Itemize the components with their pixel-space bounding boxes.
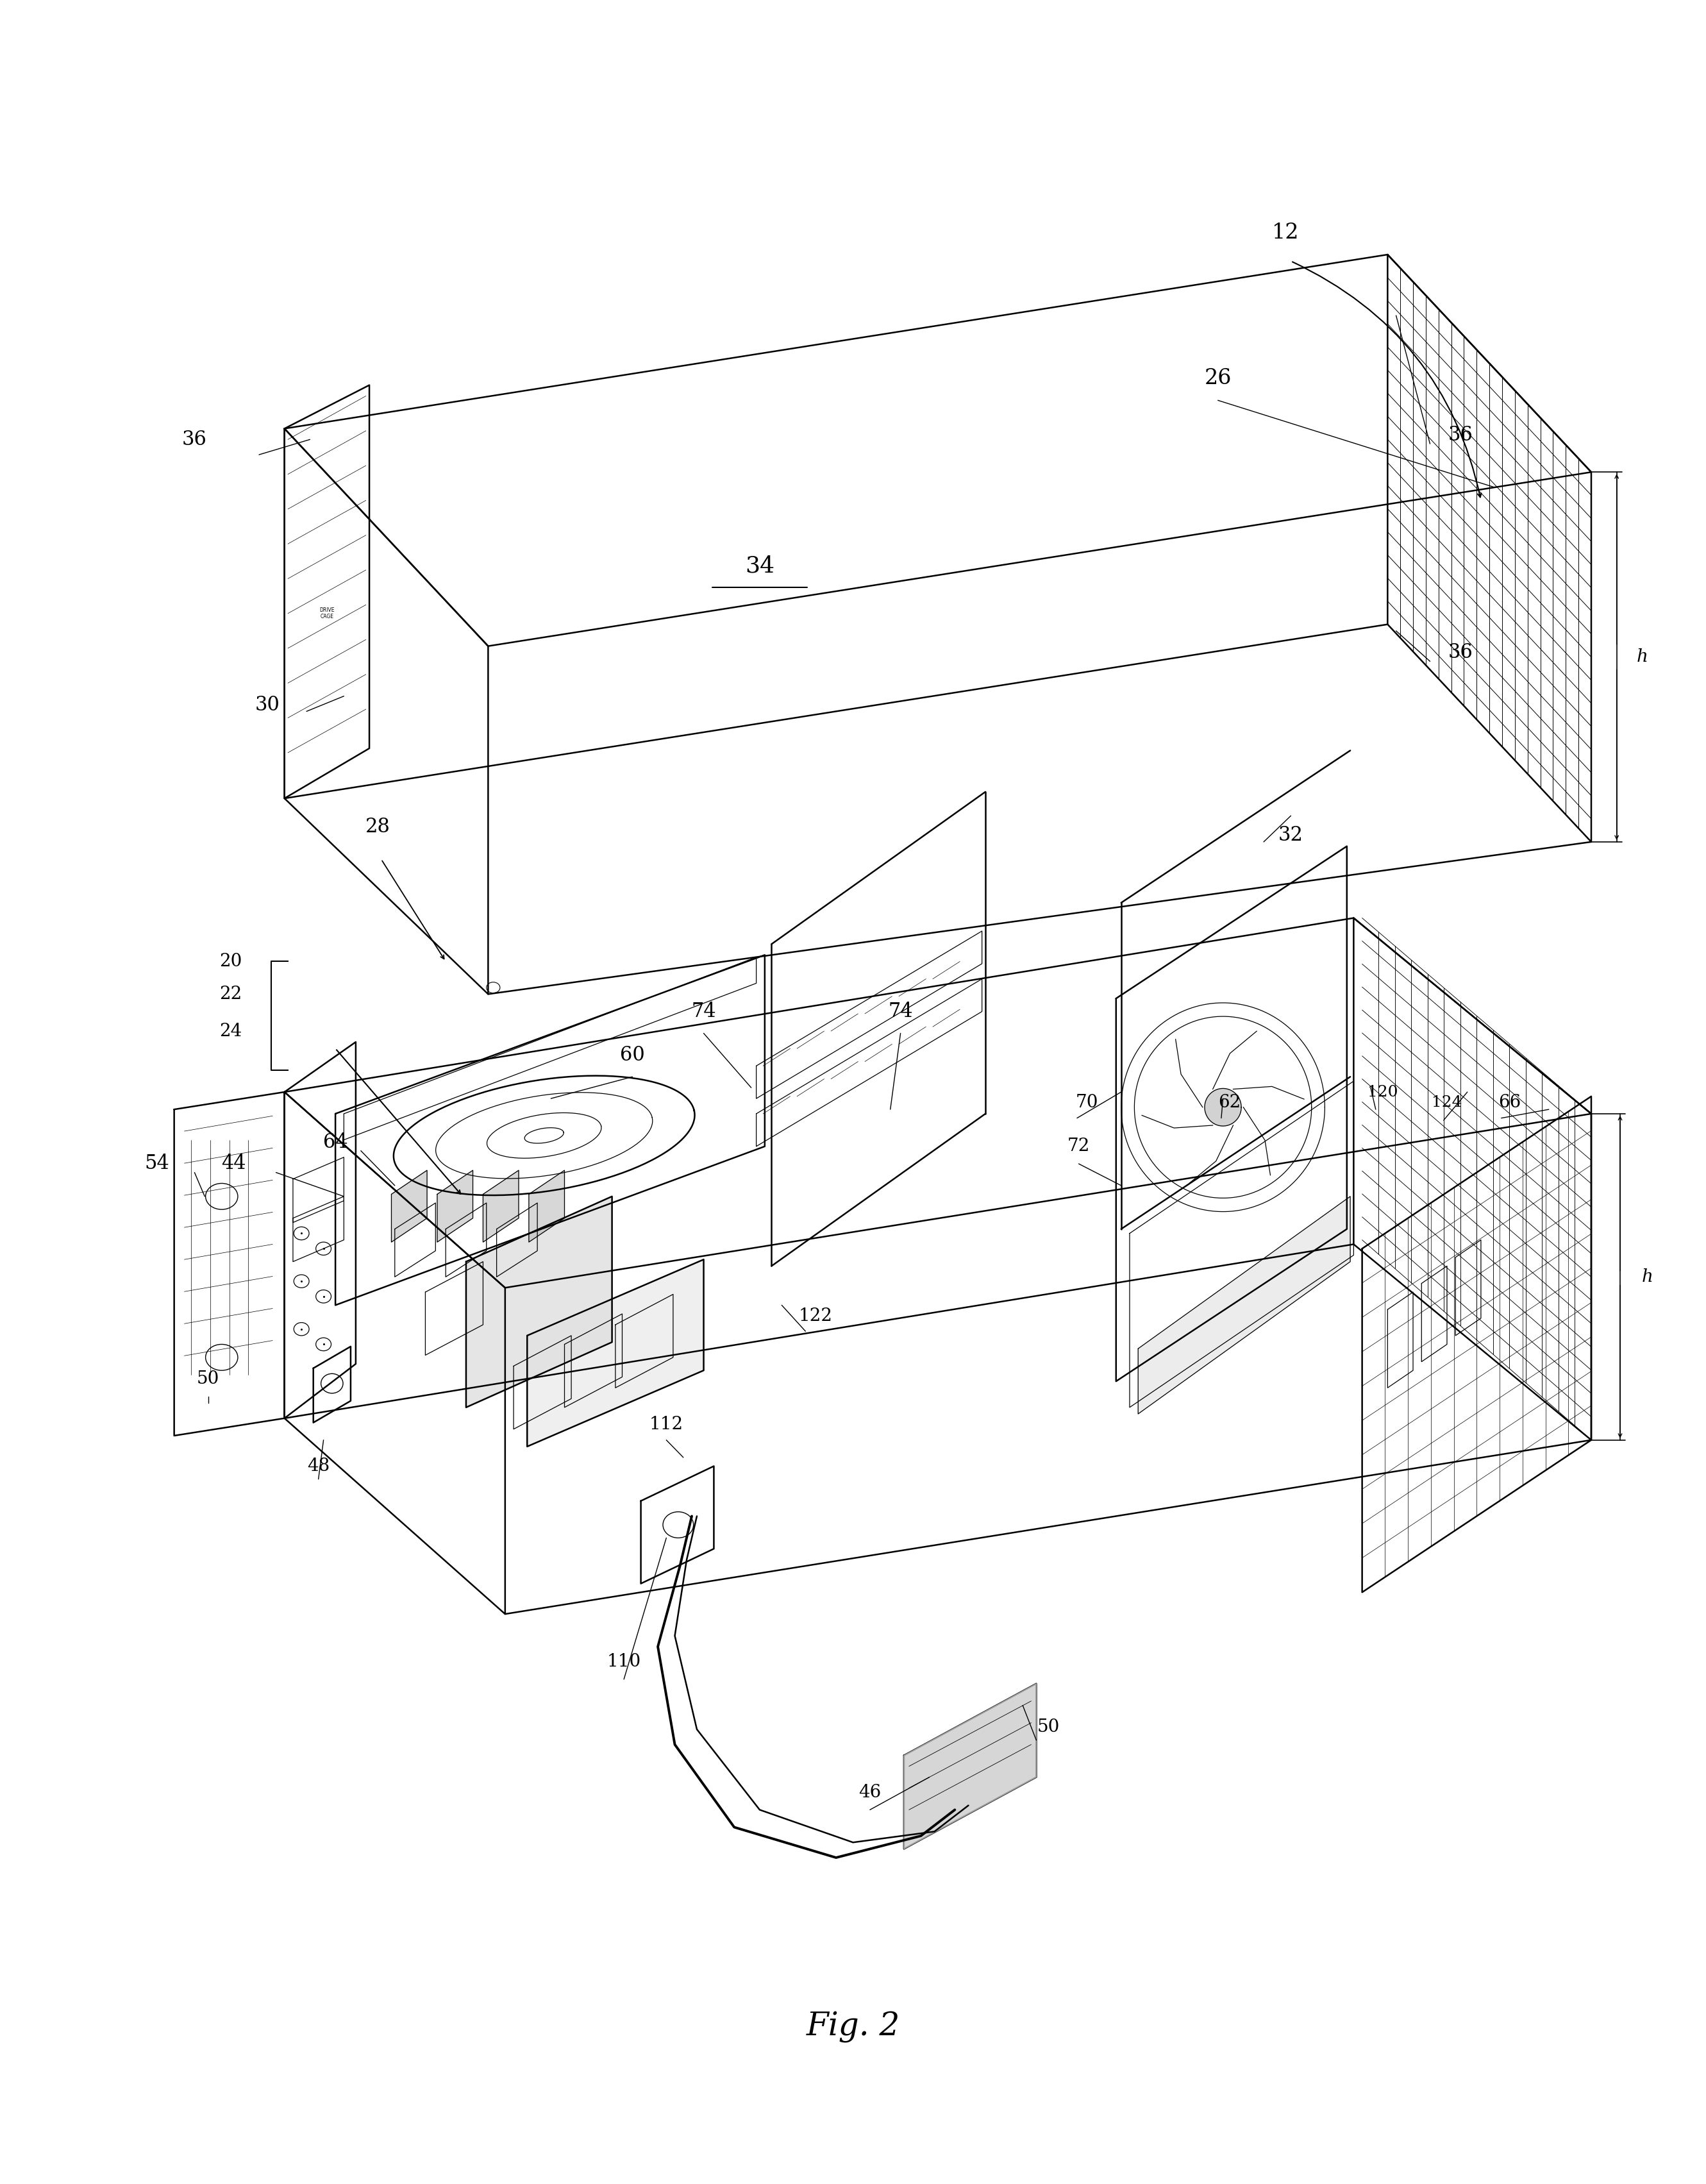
Text: 46: 46 xyxy=(858,1784,882,1802)
Polygon shape xyxy=(529,1171,565,1243)
Text: 36: 36 xyxy=(183,430,206,450)
Text: 66: 66 xyxy=(1498,1094,1522,1112)
Text: 120: 120 xyxy=(1367,1085,1397,1099)
Text: 32: 32 xyxy=(1278,826,1303,845)
Text: 50: 50 xyxy=(196,1369,220,1387)
Text: 24: 24 xyxy=(220,1022,242,1040)
Text: 28: 28 xyxy=(365,817,391,836)
Text: 36: 36 xyxy=(1448,426,1472,446)
Text: 74: 74 xyxy=(691,1002,717,1022)
Text: h: h xyxy=(1636,649,1648,666)
Text: 26: 26 xyxy=(1204,369,1232,389)
Text: 60: 60 xyxy=(619,1046,645,1066)
Text: 30: 30 xyxy=(254,695,280,714)
Polygon shape xyxy=(466,1197,612,1406)
Text: 36: 36 xyxy=(1448,642,1472,662)
Text: 62: 62 xyxy=(1218,1094,1240,1112)
Polygon shape xyxy=(1138,1197,1349,1413)
Text: 112: 112 xyxy=(650,1415,684,1433)
Text: 34: 34 xyxy=(746,555,775,577)
Text: 22: 22 xyxy=(220,985,242,1002)
Text: 70: 70 xyxy=(1076,1094,1099,1112)
Text: 48: 48 xyxy=(307,1457,329,1474)
Polygon shape xyxy=(527,1260,703,1446)
Text: 12: 12 xyxy=(1273,223,1300,242)
Text: DRIVE
CAGE: DRIVE CAGE xyxy=(319,607,334,620)
Polygon shape xyxy=(483,1171,519,1243)
Text: h: h xyxy=(1641,1269,1653,1286)
Text: 54: 54 xyxy=(145,1153,169,1173)
Text: 64: 64 xyxy=(322,1131,348,1151)
Polygon shape xyxy=(391,1171,426,1243)
Polygon shape xyxy=(437,1171,473,1243)
Text: 110: 110 xyxy=(607,1653,641,1671)
Polygon shape xyxy=(1204,1088,1242,1127)
Text: 20: 20 xyxy=(220,952,242,970)
Text: 44: 44 xyxy=(222,1153,246,1173)
Text: 124: 124 xyxy=(1431,1096,1462,1109)
Text: 50: 50 xyxy=(1037,1719,1059,1736)
Text: Fig. 2: Fig. 2 xyxy=(805,2011,901,2044)
Text: 122: 122 xyxy=(798,1308,833,1326)
Text: 72: 72 xyxy=(1068,1138,1090,1155)
Text: 74: 74 xyxy=(889,1002,913,1022)
Polygon shape xyxy=(904,1684,1036,1850)
